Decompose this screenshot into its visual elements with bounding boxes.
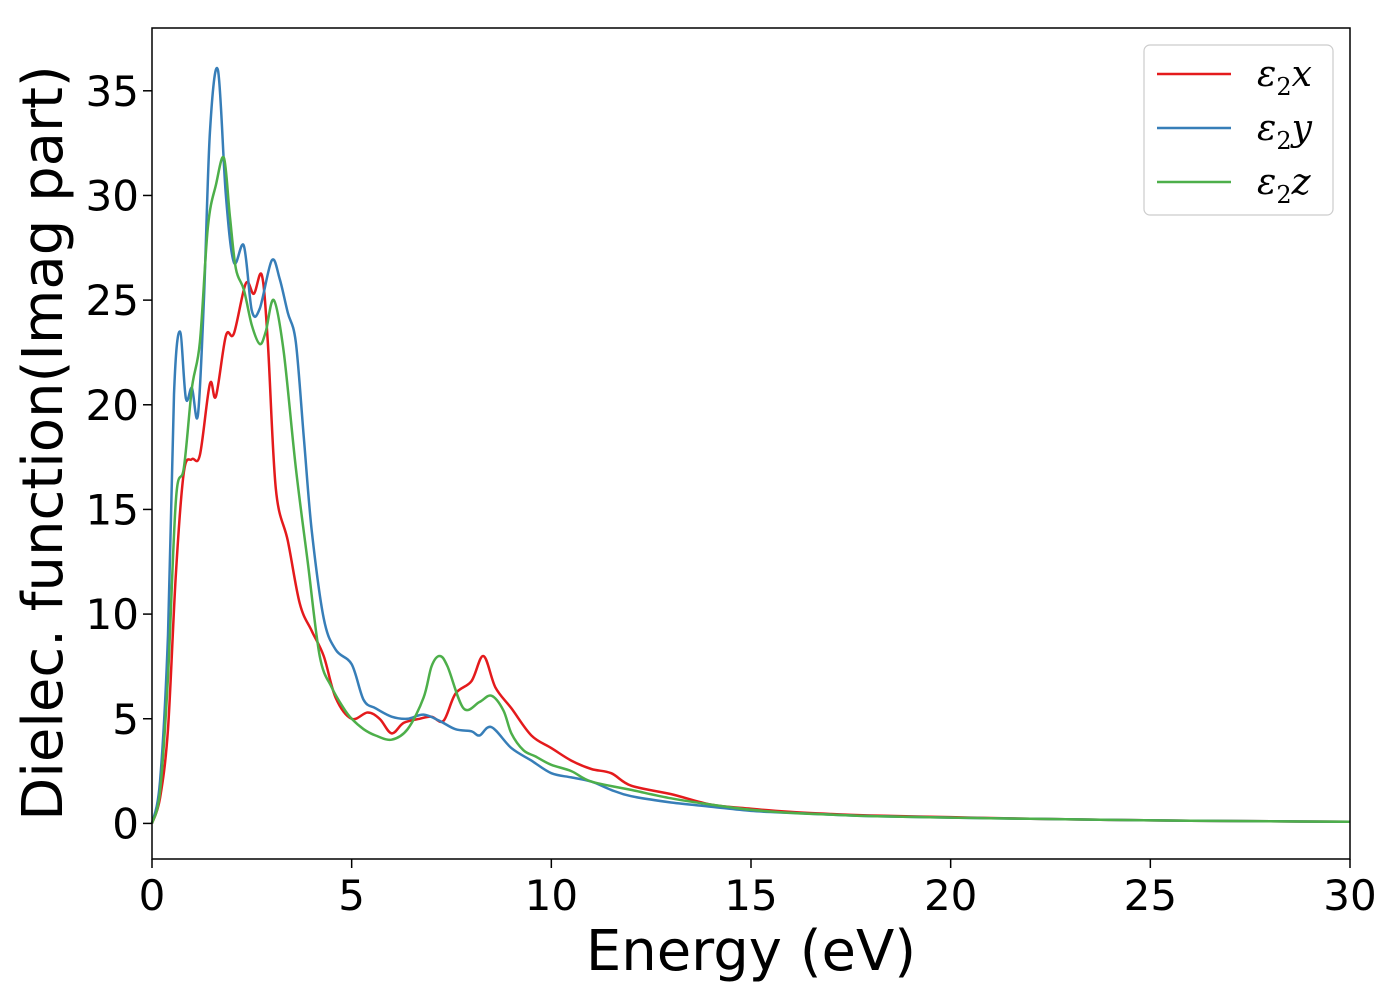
x-tick-label: 15 <box>724 871 777 920</box>
x-tick-label: 0 <box>139 871 166 920</box>
y-tick-label: 30 <box>86 171 139 220</box>
y-tick-label: 15 <box>86 485 139 534</box>
y-tick-label: 0 <box>112 799 139 848</box>
series-layer <box>150 66 1351 824</box>
x-axis-ticks: 0 5 10 15 20 25 30 <box>139 859 1377 920</box>
legend-label-y: ε2y <box>1257 108 1313 155</box>
legend-label-x: ε2x <box>1257 54 1312 101</box>
x-tick-label: 25 <box>1124 871 1177 920</box>
y-tick-label: 5 <box>112 695 139 744</box>
y-axis-title: Dielec. function(Imag part) <box>11 65 76 821</box>
x-tick-label: 20 <box>924 871 977 920</box>
x-tick-label: 5 <box>338 871 365 920</box>
y-tick-label: 35 <box>86 67 139 116</box>
legend: ε2x ε2y ε2z <box>1143 44 1334 216</box>
y-axis-ticks: 0 5 10 15 20 25 30 35 <box>86 67 152 848</box>
y-tick-label: 25 <box>86 276 139 325</box>
x-axis-title: Energy (eV) <box>586 919 916 984</box>
y-tick-label: 20 <box>86 381 139 430</box>
y-tick-label: 10 <box>86 590 139 639</box>
x-tick-label: 10 <box>525 871 578 920</box>
legend-box <box>1143 44 1334 216</box>
series-line-z <box>150 155 1351 824</box>
legend-label-z: ε2z <box>1257 162 1312 209</box>
x-tick-label: 30 <box>1323 871 1376 920</box>
